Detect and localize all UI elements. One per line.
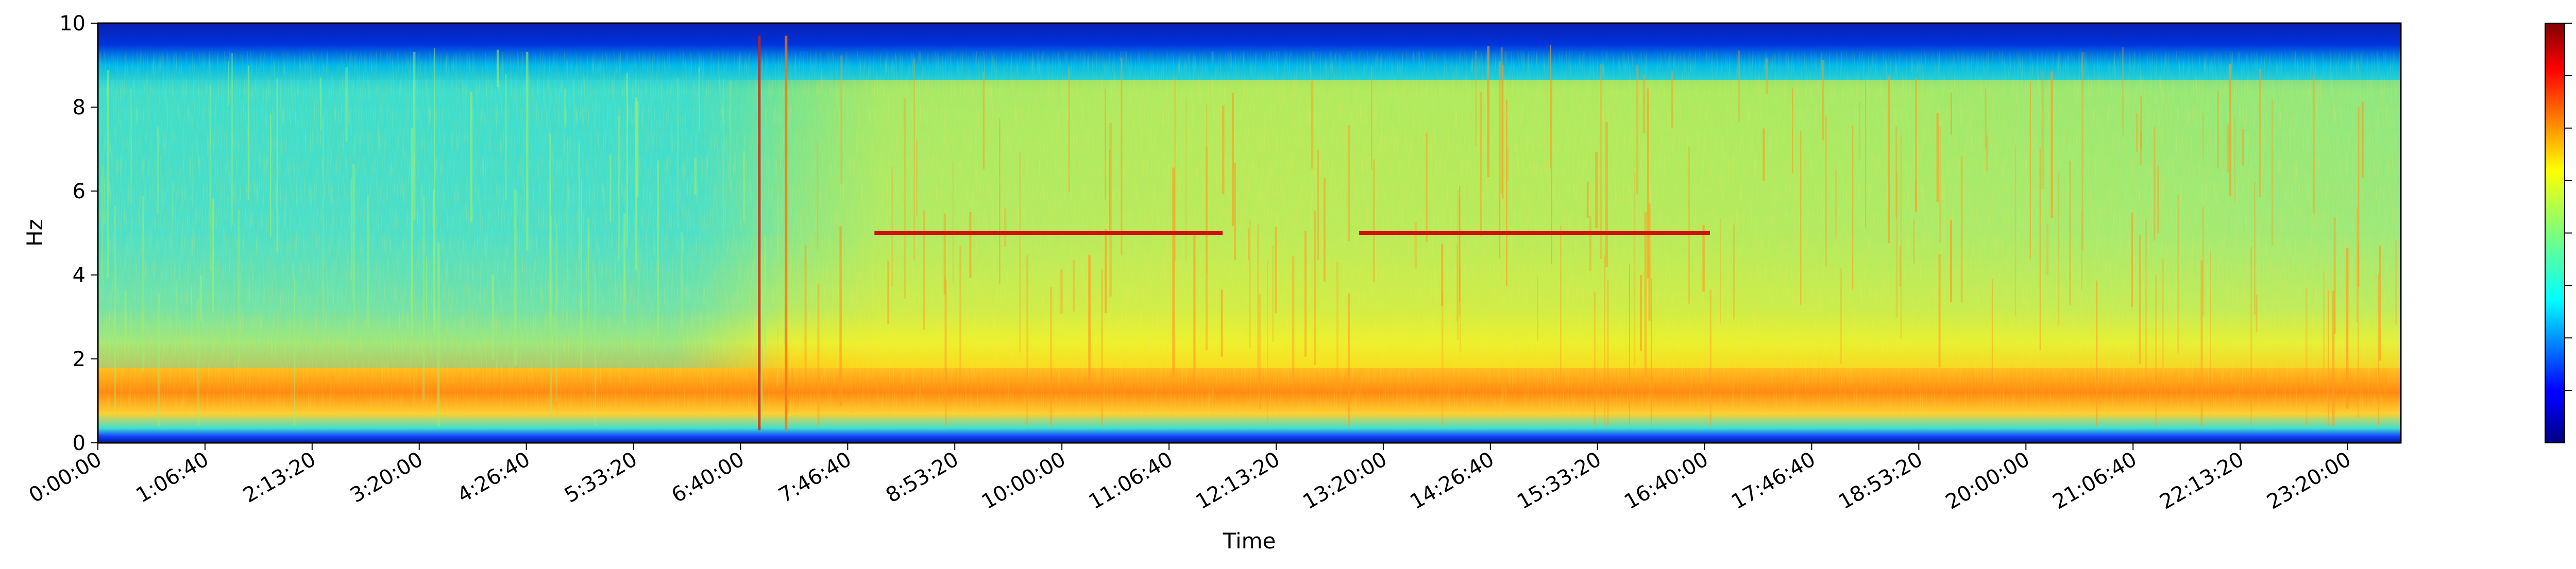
x-tick-label: 11:06:40 [1084,447,1177,514]
y-axis-label: Hz [22,219,47,247]
x-tick-label: 0:00:00 [25,447,106,508]
x-tick-label: 18:53:20 [1835,447,1927,514]
noise-texture [98,51,2401,412]
x-tick-label: 6:40:00 [668,447,749,508]
x-tick-label: 3:20:00 [346,447,427,508]
x-tick-label: 16:40:00 [1620,447,1713,514]
x-axis-label: Time [1223,528,1276,554]
x-tick-label: 15:33:20 [1513,447,1605,514]
transient-events [101,36,2397,430]
y-tick-label: 8 [73,96,86,119]
x-tick-label: 10:00:00 [978,447,1070,514]
x-tick-label: 5:33:20 [561,447,641,508]
x-tick-label: 7:46:40 [775,447,856,508]
x-tick-label: 4:26:40 [453,447,534,508]
x-tick-label: 20:00:00 [1942,447,2034,514]
y-tick-label: 0 [73,432,86,455]
y-tick-label: 4 [73,264,86,287]
x-tick-label: 22:13:20 [2156,447,2248,514]
x-tick-label: 12:13:20 [1192,447,1284,514]
x-tick-label: 8:53:20 [882,447,963,508]
x-tick-label: 1:06:40 [132,447,213,508]
y-tick-label: 10 [59,12,86,36]
x-tick-label: 17:46:40 [1727,447,1820,514]
x-tick-label: 23:20:00 [2263,447,2355,514]
x-tick-label: 14:26:40 [1406,447,1498,514]
colorbar-ticks: +0 dB-10 dB-20 dB-30 dB-40 dB-50 dB-60 d… [2565,23,2572,391]
plot-frame [97,22,2402,444]
x-axis: 0:00:00 1:06:40 2:13:20 3:20:00 4:26:40 5:33:… [25,443,2355,514]
x-tick-label: 13:20:00 [1299,447,1391,514]
y-tick-label: 6 [73,180,86,203]
x-tick-label: 2:13:20 [239,447,320,508]
colorbar [2545,23,2565,443]
y-axis: 0 2 4 6 8 10 [59,12,98,455]
x-tick-label: 21:06:40 [2049,447,2141,514]
spectrogram-plot [98,23,2401,443]
y-tick-label: 2 [73,348,86,371]
